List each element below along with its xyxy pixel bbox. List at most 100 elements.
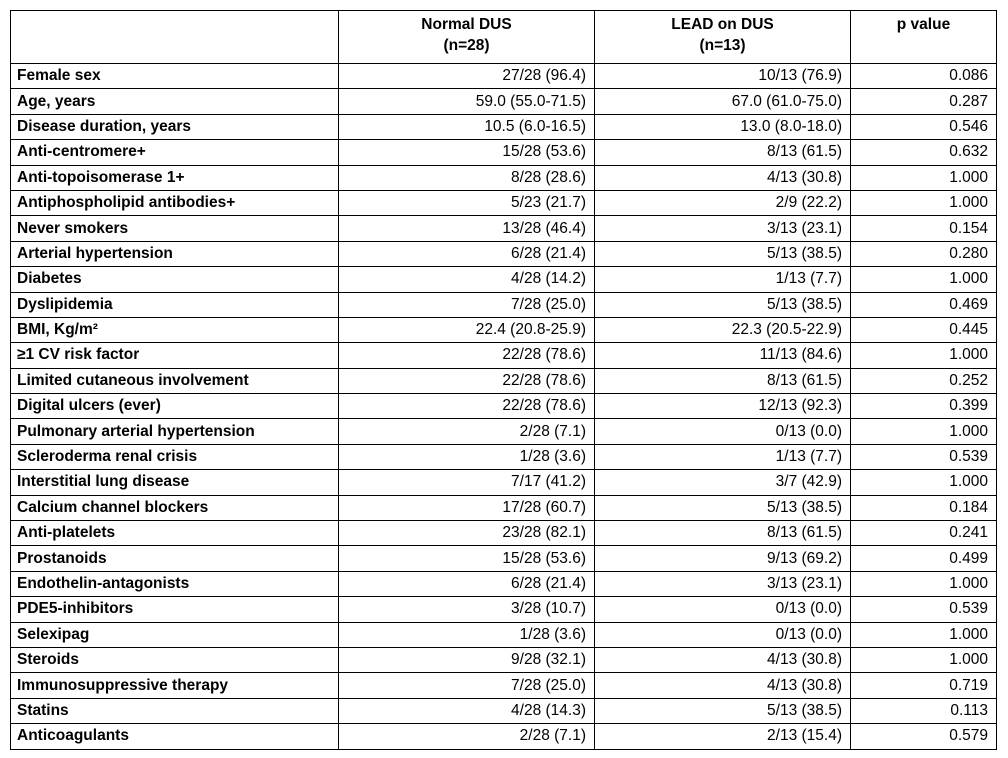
table-cell: 8/13 (61.5): [594, 367, 851, 395]
table-cell: 1.000: [850, 189, 997, 217]
row-label: Interstitial lung disease: [10, 469, 339, 496]
row-label: Prostanoids: [10, 545, 339, 572]
table-cell: 2/13 (15.4): [594, 723, 851, 750]
table-cell: 22/28 (78.6): [338, 393, 595, 420]
table-cell: 8/13 (61.5): [594, 520, 851, 547]
table-cell: 22/28 (78.6): [338, 367, 595, 395]
row-label: Arterial hypertension: [10, 240, 339, 268]
table-cell: 0.539: [850, 596, 997, 623]
row-label: Selexipag: [10, 621, 339, 648]
table-cell: 0.184: [850, 494, 997, 522]
table-cell: 8/28 (28.6): [338, 164, 595, 191]
table-row: Anti-platelets 23/28 (82.1) 8/13 (61.5) 0.2…: [10, 520, 997, 547]
row-label: Statins: [10, 697, 339, 725]
header-text: LEAD on DUS: [671, 16, 774, 33]
header-cell: [10, 10, 339, 64]
header-cell: p value: [850, 10, 997, 64]
table-row: Pulmonary arterial hypertension 2/28 (7.1…: [10, 418, 997, 445]
table-cell: 1/28 (3.6): [338, 621, 595, 648]
table-cell: 7/28 (25.0): [338, 672, 595, 699]
table-row: Antiphospholipid antibodies+ 5/23 (21.7) 2…: [10, 189, 997, 217]
table-cell: 0.113: [850, 697, 997, 725]
table-row: Immunosuppressive therapy 7/28 (25.0) 4/13…: [10, 672, 997, 699]
table-cell: 1.000: [850, 469, 997, 496]
table-cell: 0.280: [850, 240, 997, 268]
table-cell: 4/13 (30.8): [594, 646, 851, 674]
header-row: Normal DUS (n=28) LEAD on DUS (n=13) p value: [10, 10, 997, 64]
header-text: (n=28): [443, 37, 490, 54]
table-cell: 2/28 (7.1): [338, 723, 595, 750]
row-label: Anti-platelets: [10, 520, 339, 547]
table-row: Female sex 27/28 (96.4) 10/13 (76.9) 0.086: [10, 62, 997, 90]
table-cell: 1.000: [850, 342, 997, 369]
table-row: Selexipag 1/28 (3.6) 0/13 (0.0) 1.000: [10, 621, 997, 648]
table-cell: 7/28 (25.0): [338, 291, 595, 318]
row-label: Anti-centromere+: [10, 139, 339, 166]
row-label: Never smokers: [10, 215, 339, 242]
row-label: ≥1 CV risk factor: [10, 342, 339, 369]
table-cell: 1.000: [850, 646, 997, 674]
table-row: BMI, Kg/m² 22.4 (20.8-25.9) 22.3 (20.5-22.…: [10, 316, 997, 344]
table-row: PDE5-inhibitors 3/28 (10.7) 0/13 (0.0) 0.53…: [10, 596, 997, 623]
table-cell: 1/13 (7.7): [594, 443, 851, 471]
header-cell: LEAD on DUS (n=13): [594, 10, 851, 64]
table-cell: 11/13 (84.6): [594, 342, 851, 369]
table-row: Statins 4/28 (14.3) 5/13 (38.5) 0.113: [10, 697, 997, 725]
row-label: Dyslipidemia: [10, 291, 339, 318]
row-label: Female sex: [10, 62, 339, 90]
table-cell: 17/28 (60.7): [338, 494, 595, 522]
row-label: Scleroderma renal crisis: [10, 443, 339, 471]
table-row: Limited cutaneous involvement 22/28 (78.6…: [10, 367, 997, 395]
table-cell: 1.000: [850, 266, 997, 293]
row-label: PDE5-inhibitors: [10, 596, 339, 623]
table-cell: 0.469: [850, 291, 997, 318]
table-row: Prostanoids 15/28 (53.6) 9/13 (69.2) 0.499: [10, 545, 997, 572]
table-cell: 0.539: [850, 443, 997, 471]
table-cell: 3/28 (10.7): [338, 596, 595, 623]
table-body: Female sex 27/28 (96.4) 10/13 (76.9) 0.086 A…: [10, 62, 997, 750]
row-label: BMI, Kg/m²: [10, 316, 339, 344]
table-cell: 1.000: [850, 621, 997, 648]
header-text: (n=13): [699, 37, 746, 54]
table-cell: 0.241: [850, 520, 997, 547]
table-cell: 5/13 (38.5): [594, 240, 851, 268]
row-label: Diabetes: [10, 266, 339, 293]
table-cell: 13/28 (46.4): [338, 215, 595, 242]
table-cell: 10.5 (6.0-16.5): [338, 113, 595, 141]
table-cell: 0.154: [850, 215, 997, 242]
table-cell: 0.632: [850, 139, 997, 166]
table-cell: 59.0 (55.0-71.5): [338, 88, 595, 115]
row-label: Limited cutaneous involvement: [10, 367, 339, 395]
row-label: Endothelin-antagonists: [10, 570, 339, 598]
row-label: Antiphospholipid antibodies+: [10, 189, 339, 217]
table-cell: 0.499: [850, 545, 997, 572]
table-cell: 0.719: [850, 672, 997, 699]
table-cell: 0.579: [850, 723, 997, 750]
table-cell: 0.546: [850, 113, 997, 141]
row-label: Anti-topoisomerase 1+: [10, 164, 339, 191]
table-cell: 23/28 (82.1): [338, 520, 595, 547]
row-label: Digital ulcers (ever): [10, 393, 339, 420]
row-label: Age, years: [10, 88, 339, 115]
table-cell: 3/13 (23.1): [594, 215, 851, 242]
table-cell: 0/13 (0.0): [594, 418, 851, 445]
table-row: ≥1 CV risk factor 22/28 (78.6) 11/13 (84.6…: [10, 342, 997, 369]
table-cell: 10/13 (76.9): [594, 62, 851, 90]
table-cell: 1/13 (7.7): [594, 266, 851, 293]
table-cell: 4/13 (30.8): [594, 164, 851, 191]
table-cell: 3/7 (42.9): [594, 469, 851, 496]
table-row: Digital ulcers (ever) 22/28 (78.6) 12/13 (…: [10, 393, 997, 420]
table-cell: 5/13 (38.5): [594, 291, 851, 318]
table-cell: 15/28 (53.6): [338, 545, 595, 572]
table-cell: 6/28 (21.4): [338, 570, 595, 598]
table-row: Scleroderma renal crisis 1/28 (3.6) 1/13 (…: [10, 443, 997, 471]
table-cell: 22.3 (20.5-22.9): [594, 316, 851, 344]
table-row: Endothelin-antagonists 6/28 (21.4) 3/13 (2…: [10, 570, 997, 598]
table-cell: 0.252: [850, 367, 997, 395]
table-row: Anticoagulants 2/28 (7.1) 2/13 (15.4) 0.579: [10, 723, 997, 750]
table-row: Age, years 59.0 (55.0-71.5) 67.0 (61.0-75.…: [10, 88, 997, 115]
table-row: Disease duration, years 10.5 (6.0-16.5) 13…: [10, 113, 997, 141]
table-cell: 7/17 (41.2): [338, 469, 595, 496]
table-cell: 5/13 (38.5): [594, 494, 851, 522]
table-cell: 0.399: [850, 393, 997, 420]
